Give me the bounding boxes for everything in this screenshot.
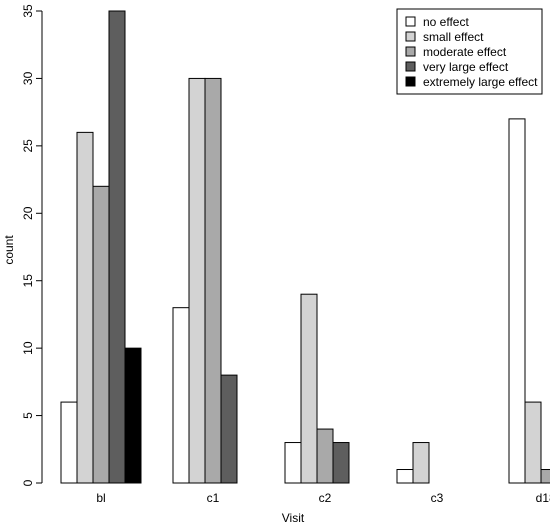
x-tick-label: c1 [207, 491, 220, 505]
x-axis: bl c1 c2 c3 d180 [96, 491, 550, 505]
bar-c2-small-effect [300, 293, 318, 484]
y-tick-label: 30 [21, 71, 35, 85]
bar-bl-very-large-effect [108, 10, 126, 484]
bar-bl-no-effect [60, 401, 78, 484]
y-axis: 0 5 10 15 20 25 30 35 [21, 4, 43, 486]
bar-bl-extremely-large-effect [124, 347, 142, 484]
y-tick-label: 15 [21, 274, 35, 288]
bar-c3-small-effect [412, 442, 430, 484]
bar-c1-very-large-effect [220, 374, 238, 484]
y-tick-label: 20 [21, 206, 35, 220]
legend-box [396, 8, 543, 95]
y-axis-title: count [2, 235, 16, 265]
bar-c1-no-effect [172, 307, 190, 484]
y-tick-label: 0 [21, 479, 35, 486]
legend-swatch [405, 46, 416, 57]
x-tick-label: d180 [536, 491, 550, 505]
legend-label: extremely large effect [423, 75, 538, 89]
bar-c2-moderate-effect [316, 428, 334, 484]
legend-label: moderate effect [423, 45, 507, 59]
x-tick-label: c2 [319, 491, 332, 505]
bar-c2-no-effect [284, 442, 302, 484]
bar-d180-small-effect [524, 401, 542, 484]
x-axis-title: Visit [282, 511, 305, 525]
bar-d180-moderate-effect [540, 469, 550, 484]
legend-swatch [405, 76, 416, 87]
bar-bl-moderate-effect [92, 185, 110, 484]
x-tick-label: bl [96, 491, 105, 505]
legend-label: very large effect [423, 60, 509, 74]
legend-label: no effect [423, 15, 469, 29]
legend-label: small effect [423, 30, 484, 44]
legend-swatch [405, 61, 416, 72]
bar-d180-no-effect [508, 118, 526, 484]
x-tick-label: c3 [431, 491, 444, 505]
y-tick-label: 35 [21, 4, 35, 18]
bar-c3-no-effect [396, 469, 414, 484]
legend-swatch [405, 16, 416, 27]
bar-c1-small-effect [188, 77, 206, 484]
y-tick-label: 10 [21, 341, 35, 355]
bar-c1-moderate-effect [204, 77, 222, 484]
y-tick-label: 25 [21, 139, 35, 153]
y-tick-label: 5 [21, 412, 35, 419]
bar-bl-small-effect [76, 131, 94, 484]
bar-c2-very-large-effect [332, 442, 350, 484]
bars [60, 10, 550, 484]
legend-swatch [405, 31, 416, 42]
